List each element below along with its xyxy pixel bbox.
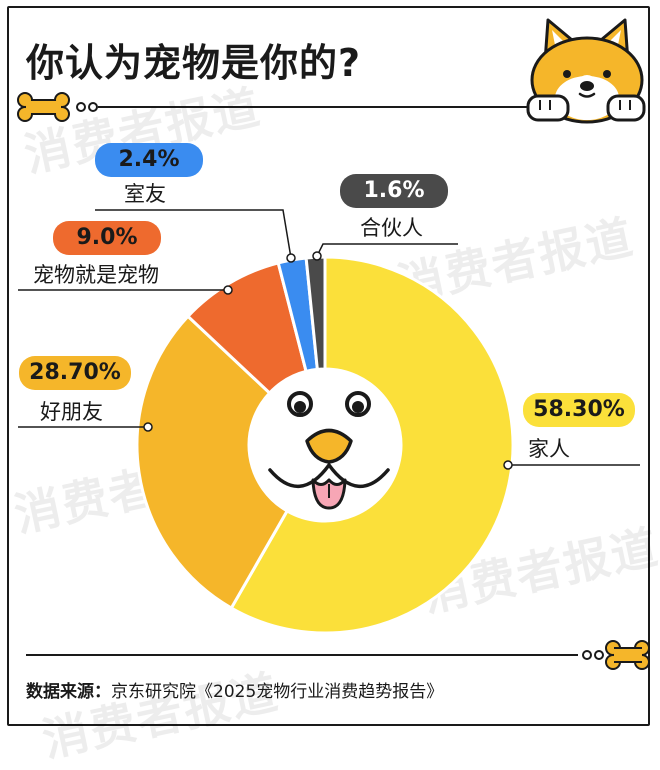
category-label-good-friend: 好朋友: [40, 400, 103, 424]
data-source: 数据来源：京东研究院《2025宠物行业消费趋势报告》: [26, 677, 443, 702]
chart-title: 你认为宠物是你的?: [26, 41, 362, 85]
bone-icon: [17, 92, 532, 122]
bone-icon: [26, 640, 650, 670]
source-label: 数据来源：: [26, 682, 111, 702]
dog-icon: [526, 18, 646, 124]
value-label-roommate: 2.4%: [95, 143, 203, 177]
value-label-just-pet: 9.0%: [53, 221, 161, 255]
decorations: [17, 18, 650, 670]
dog-face: [268, 391, 390, 510]
value-label-family: 58.30%: [523, 393, 635, 427]
value-label-partner: 1.6%: [340, 174, 448, 208]
dog-face-icon: [268, 391, 390, 510]
value-label-good-friend: 28.70%: [19, 356, 131, 390]
leader-lines: [18, 209, 640, 470]
category-label-just-pet: 宠物就是宠物: [33, 263, 159, 287]
category-label-family: 家人: [528, 437, 570, 461]
category-label-partner: 合伙人: [360, 216, 423, 240]
source-text: 京东研究院《2025宠物行业消费趋势报告》: [111, 682, 444, 702]
category-label-roommate: 室友: [124, 182, 166, 206]
